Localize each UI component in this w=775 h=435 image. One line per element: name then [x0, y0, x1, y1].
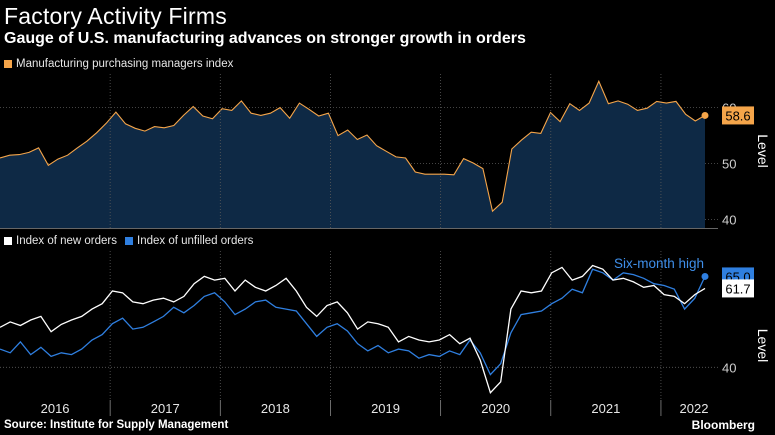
chart-title: Factory Activity Firms [4, 3, 227, 29]
top-y-axis-label: Level [755, 134, 771, 167]
bottom-tick-label-40: 40 [722, 360, 736, 375]
pmi-area-fill [0, 81, 705, 228]
legend-item-pmi: Manufacturing purchasing managers index [4, 58, 233, 70]
legend-swatch-pmi [4, 60, 12, 68]
pmi-series-line [0, 79, 706, 213]
top-tick-label-50: 50 [722, 157, 736, 172]
legend-swatch-new-orders [4, 237, 12, 245]
legend-label-unfilled-orders: Index of unfilled orders [137, 235, 254, 247]
legend-swatch-unfilled-orders [125, 237, 134, 245]
pmi-last-value-label: 58.6 [725, 108, 750, 123]
source-note: Source: Institute for Supply Management [4, 419, 229, 431]
pmi-last-label-box [722, 106, 754, 125]
new-orders-last-value-label: 61.7 [725, 281, 750, 296]
new-orders-last-label-box [722, 279, 754, 298]
x-tick-label-2022: 2022 [680, 401, 709, 416]
x-tick-label-2018: 2018 [261, 401, 290, 416]
x-tick-label-2017: 2017 [151, 401, 180, 416]
x-tick-label-2016: 2016 [41, 401, 70, 416]
new-orders-series-line [0, 264, 706, 394]
x-tick-label-2019: 2019 [371, 401, 400, 416]
top-tick-label-40: 40 [722, 213, 736, 228]
chart-subtitle: Gauge of U.S. manufacturing advances on … [4, 30, 526, 47]
top-legend: Manufacturing purchasing managers index [4, 58, 241, 70]
x-tick-label-2021: 2021 [591, 401, 620, 416]
x-tick-label-2020: 2020 [481, 401, 510, 416]
legend-item-unfilled-orders: Index of unfilled orders [125, 235, 253, 247]
pmi-last-point [701, 111, 709, 119]
bottom-y-axis-label: Level [755, 329, 771, 362]
legend-label-pmi: Manufacturing purchasing managers index [16, 58, 234, 70]
bottom-legend: Index of new orders Index of unfilled or… [4, 235, 261, 247]
brand-logo: Bloomberg [691, 418, 755, 432]
legend-item-new-orders: Index of new orders [4, 235, 117, 247]
six-month-high-annotation: Six-month high [614, 256, 704, 271]
legend-label-new-orders: Index of new orders [16, 235, 118, 247]
unfilled-orders-series-line [0, 268, 706, 376]
unfilled-orders-last-point [701, 272, 709, 280]
